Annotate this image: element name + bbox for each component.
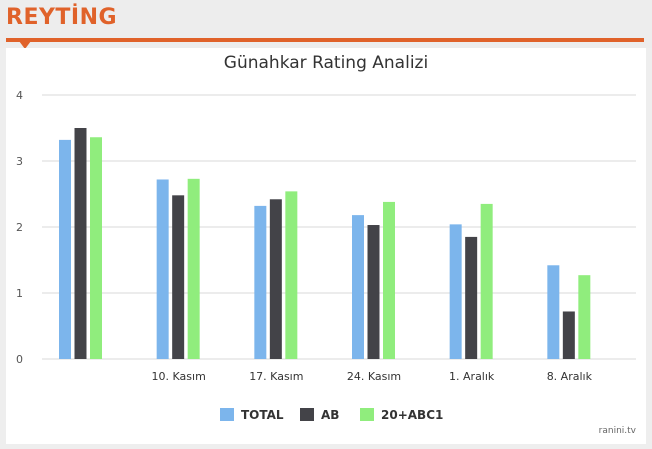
page-header: REYTİNG bbox=[0, 0, 652, 49]
bar-ab[interactable] bbox=[465, 236, 478, 359]
legend-item-label[interactable]: 20+ABC1 bbox=[381, 408, 443, 422]
bar-total[interactable] bbox=[449, 224, 462, 359]
header-pointer-icon bbox=[19, 41, 31, 49]
y-tick-label: 2 bbox=[16, 221, 23, 234]
x-tick-label: 8. Aralık bbox=[547, 370, 593, 383]
y-tick-label: 1 bbox=[16, 287, 23, 300]
bar-20-abc1[interactable] bbox=[383, 201, 395, 359]
bar-20-abc1[interactable] bbox=[285, 191, 298, 359]
y-tick-label: 3 bbox=[16, 155, 23, 168]
bar-total[interactable] bbox=[59, 139, 71, 359]
y-axis-ticks: 0 1 2 3 4 bbox=[16, 89, 23, 366]
bar-20-abc1[interactable] bbox=[187, 178, 200, 359]
bar-20-abc1[interactable] bbox=[578, 275, 591, 359]
y-tick-label: 0 bbox=[16, 353, 23, 366]
x-tick-label: 17. Kasım bbox=[249, 370, 303, 383]
bar-20-abc1[interactable] bbox=[90, 137, 102, 359]
x-tick-label: 10. Kasım bbox=[152, 370, 206, 383]
y-tick-label: 4 bbox=[16, 89, 23, 102]
x-tick-label: 1. Aralık bbox=[449, 370, 495, 383]
grid-lines bbox=[42, 94, 636, 360]
legend-item-label[interactable]: AB bbox=[321, 408, 339, 422]
legend-swatch bbox=[300, 408, 314, 421]
chart-title: Günahkar Rating Analizi bbox=[224, 53, 428, 73]
bar-ab[interactable] bbox=[74, 128, 87, 359]
legend-item-label[interactable]: TOTAL bbox=[241, 408, 284, 422]
bar-ab[interactable] bbox=[172, 195, 185, 359]
x-axis-ticks: 10. Kasım 17. Kasım 24. Kasım 1. Aralık 8. A… bbox=[152, 370, 593, 383]
legend: TOTAL AB 20+ABC1 bbox=[220, 408, 443, 422]
bar-20-abc1[interactable] bbox=[480, 203, 493, 359]
bar-total[interactable] bbox=[352, 215, 364, 359]
watermark: ranini.tv bbox=[598, 426, 636, 436]
header-divider bbox=[6, 38, 644, 42]
bar-ab[interactable] bbox=[367, 225, 380, 359]
bar-total[interactable] bbox=[156, 179, 169, 359]
x-tick-label: 24. Kasım bbox=[347, 370, 401, 383]
bar-total[interactable] bbox=[254, 205, 267, 359]
bars bbox=[59, 128, 591, 359]
bar-ab[interactable] bbox=[269, 199, 282, 359]
legend-swatch bbox=[220, 408, 234, 421]
section-title: REYTİNG bbox=[6, 5, 118, 30]
legend-swatch bbox=[360, 408, 374, 421]
bar-ab[interactable] bbox=[562, 311, 575, 359]
bar-total[interactable] bbox=[547, 265, 560, 359]
